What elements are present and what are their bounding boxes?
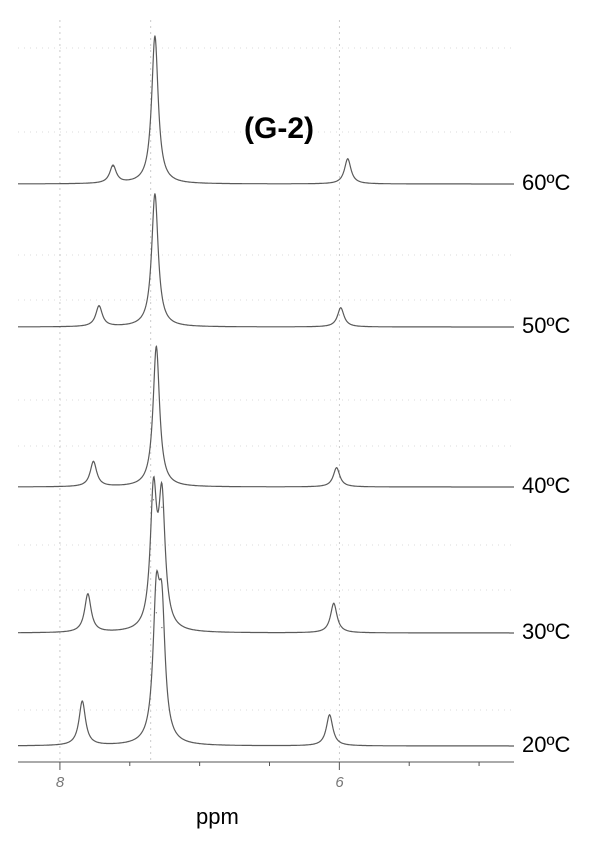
spectrum-trace-4	[18, 568, 514, 747]
peak-4-1	[155, 612, 157, 614]
peak-2-1	[155, 345, 157, 347]
x-tick-label-6: 6	[335, 774, 344, 791]
spectrum-trace-0	[18, 35, 514, 185]
spectra-layer	[18, 35, 514, 747]
peak-3-3	[333, 602, 335, 605]
peak-4-3	[329, 714, 331, 716]
peak-2-0	[92, 461, 94, 463]
peak-3-2	[161, 506, 163, 508]
peak-3-1	[152, 499, 155, 501]
series-label-60c: 60ºC	[522, 170, 571, 195]
peak-0-0	[112, 165, 114, 167]
series-label-40c: 40ºC	[522, 473, 571, 498]
peak-4-0	[81, 701, 83, 703]
chart-title: (G-2)	[244, 112, 314, 145]
peak-1-1	[154, 193, 156, 195]
peak-3-0	[87, 593, 89, 596]
x-tick-marks	[59, 762, 480, 770]
x-tick-label-8: 8	[55, 774, 65, 791]
peak-0-2	[347, 158, 349, 160]
peak-2-2	[336, 467, 338, 469]
peak-1-2	[340, 307, 342, 309]
spectrum-trace-1	[18, 193, 514, 328]
series-label-30c: 30ºC	[522, 619, 571, 644]
spectrum-trace-3	[18, 475, 514, 634]
grid-layer	[18, 20, 514, 762]
peak-1-0	[98, 305, 100, 307]
peak-0-1	[154, 35, 156, 37]
series-label-20c: 20ºC	[522, 732, 571, 757]
series-label-50c: 50ºC	[522, 313, 571, 338]
x-axis-label: ppm	[196, 804, 239, 829]
spectrum-trace-2	[18, 345, 514, 488]
peak-4-2	[161, 627, 163, 629]
